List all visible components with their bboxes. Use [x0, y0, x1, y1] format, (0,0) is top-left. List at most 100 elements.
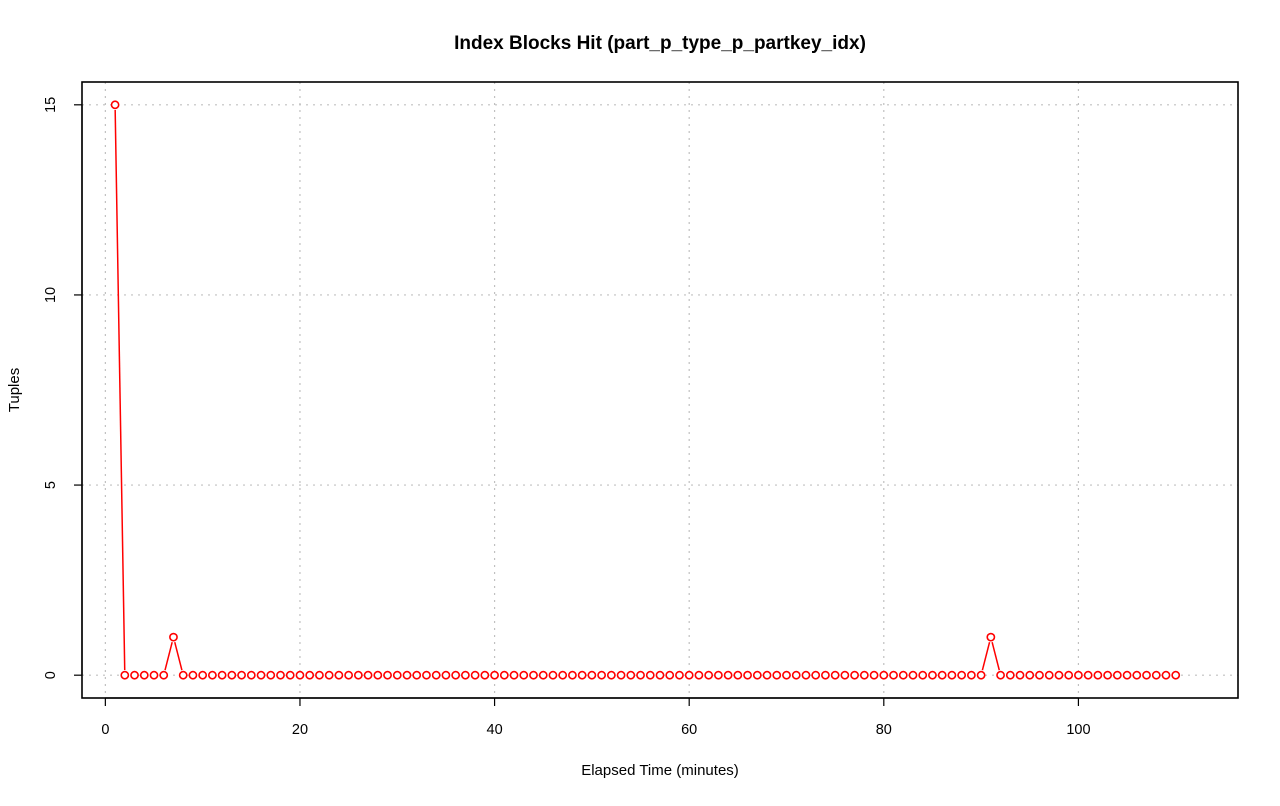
x-axis-label: Elapsed Time (minutes) [581, 762, 739, 779]
data-point [207, 670, 217, 680]
data-point [490, 670, 499, 680]
data-point [402, 670, 412, 680]
data-point [509, 670, 519, 680]
data-point [645, 670, 655, 680]
series-segment [981, 642, 991, 671]
data-point [1054, 670, 1064, 680]
data-point [918, 670, 928, 680]
data-point [460, 670, 470, 680]
data-point [334, 670, 344, 680]
data-point [1161, 670, 1171, 680]
data-point [412, 670, 422, 680]
data-point [120, 670, 130, 680]
data-point [246, 670, 256, 680]
data-point [743, 670, 752, 680]
data-point [996, 670, 1005, 680]
data-point [626, 670, 636, 680]
data-point [937, 670, 947, 680]
data-point [373, 670, 383, 680]
data-point [1151, 670, 1161, 680]
series-segment [114, 110, 126, 670]
data-point [655, 670, 665, 680]
data-point [110, 100, 120, 110]
data-point [519, 670, 529, 680]
data-point [1112, 670, 1122, 680]
data-point [1035, 670, 1044, 680]
data-point [1122, 670, 1132, 680]
data-point [733, 670, 743, 680]
data-point [266, 670, 276, 680]
data-point [305, 670, 315, 680]
data-series [110, 100, 1181, 680]
data-point [811, 670, 821, 680]
data-point [752, 670, 762, 680]
data-point [1044, 670, 1054, 680]
x-tick-label: 100 [1066, 722, 1090, 738]
x-tick-label: 40 [487, 722, 503, 738]
data-point [821, 670, 830, 680]
data-point [713, 670, 723, 680]
data-point [772, 670, 782, 680]
y-tick-label: 5 [43, 481, 59, 489]
data-point [538, 670, 548, 680]
axes: 0 20 40 60 80 100 0 5 10 15 [43, 97, 1091, 738]
data-point [470, 670, 480, 680]
data-point [363, 670, 373, 680]
data-point [947, 670, 957, 680]
series-segment [164, 642, 173, 671]
data-point [616, 670, 626, 680]
data-point [577, 670, 587, 680]
data-point [480, 670, 490, 680]
data-point [188, 670, 198, 680]
data-point [198, 670, 208, 680]
data-point [850, 670, 860, 680]
data-point [675, 670, 684, 680]
data-point [1142, 670, 1151, 680]
data-point [130, 670, 139, 680]
data-point [636, 670, 645, 680]
data-point [1025, 670, 1035, 680]
data-point [898, 670, 908, 680]
data-point [966, 670, 976, 680]
data-point [1171, 670, 1181, 680]
data-point [1005, 670, 1015, 680]
data-point [529, 670, 538, 680]
data-point [889, 670, 898, 680]
data-point [237, 670, 246, 680]
data-point [353, 670, 363, 680]
data-point [285, 670, 295, 680]
data-point [451, 670, 461, 680]
data-point [149, 670, 159, 680]
y-tick-label: 10 [43, 287, 59, 303]
data-point [548, 670, 558, 680]
data-point [840, 670, 850, 680]
data-point [383, 670, 392, 680]
data-point [159, 670, 169, 680]
data-point [1103, 670, 1113, 680]
data-point [830, 670, 840, 680]
data-point [276, 670, 285, 680]
data-point [869, 670, 879, 680]
data-point [392, 670, 402, 680]
plot-frame [81, 81, 1239, 699]
data-point [957, 670, 967, 680]
data-point [801, 670, 811, 680]
data-point [723, 670, 733, 680]
data-point [976, 670, 986, 680]
data-point [597, 670, 607, 680]
x-tick-label: 80 [876, 722, 892, 738]
grid-lines [82, 82, 1238, 698]
data-point [1093, 670, 1103, 680]
series-segment [174, 642, 183, 671]
data-point [762, 670, 772, 680]
data-point [344, 670, 354, 680]
data-point [558, 670, 568, 680]
data-point [1083, 670, 1093, 680]
data-point [665, 670, 675, 680]
chart-title: Index Blocks Hit (part_p_type_p_partkey_… [454, 33, 866, 54]
data-point [606, 670, 616, 680]
data-point [315, 670, 324, 680]
data-point [1015, 670, 1025, 680]
y-axis-label: Tuples [6, 368, 23, 412]
data-point [1064, 670, 1074, 680]
